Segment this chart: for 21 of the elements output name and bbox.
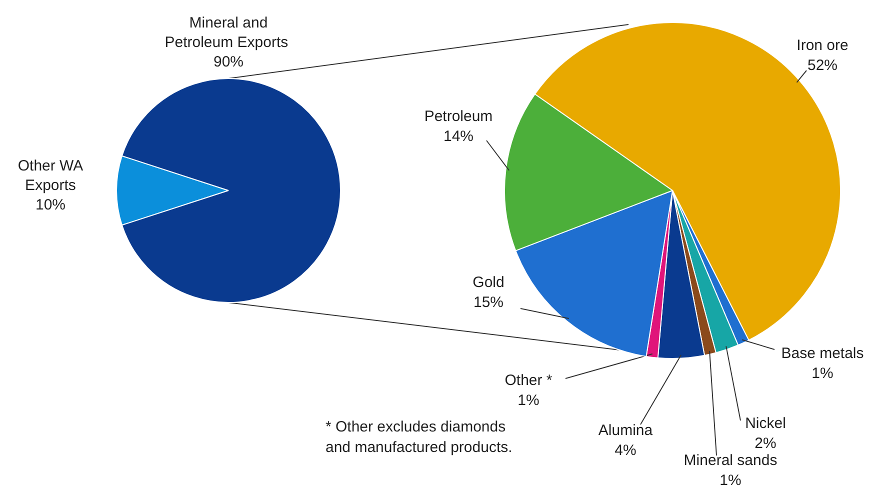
text: * Other excludes diamonds and manufactured products. bbox=[326, 418, 512, 456]
slice-label: Other WA Exports bbox=[18, 157, 84, 194]
slice-label: Mineral sands bbox=[684, 452, 778, 470]
data-label: 4% bbox=[614, 442, 636, 459]
slice-label: Iron ore bbox=[796, 37, 848, 54]
slice-label: Gold bbox=[472, 274, 504, 292]
data-label: 1% bbox=[720, 472, 742, 489]
data-label: 90% bbox=[213, 54, 244, 71]
slice-label: Alumina bbox=[598, 422, 654, 440]
data-label: 10% bbox=[35, 196, 66, 214]
slice-label: Mineral and Petroleum Exports bbox=[164, 14, 288, 51]
data-label: 1% bbox=[812, 364, 834, 382]
data-label: 14% bbox=[443, 128, 474, 145]
slice-label: Nickel bbox=[745, 415, 786, 432]
slice-label: Base metals bbox=[781, 345, 864, 362]
data-label: 52% bbox=[807, 56, 838, 74]
data-label: 15% bbox=[473, 294, 504, 311]
slice-label: Petroleum bbox=[424, 108, 493, 126]
data-label: 2% bbox=[754, 434, 776, 452]
data-label: 1% bbox=[518, 392, 540, 409]
slice-label: Other * bbox=[504, 372, 552, 390]
